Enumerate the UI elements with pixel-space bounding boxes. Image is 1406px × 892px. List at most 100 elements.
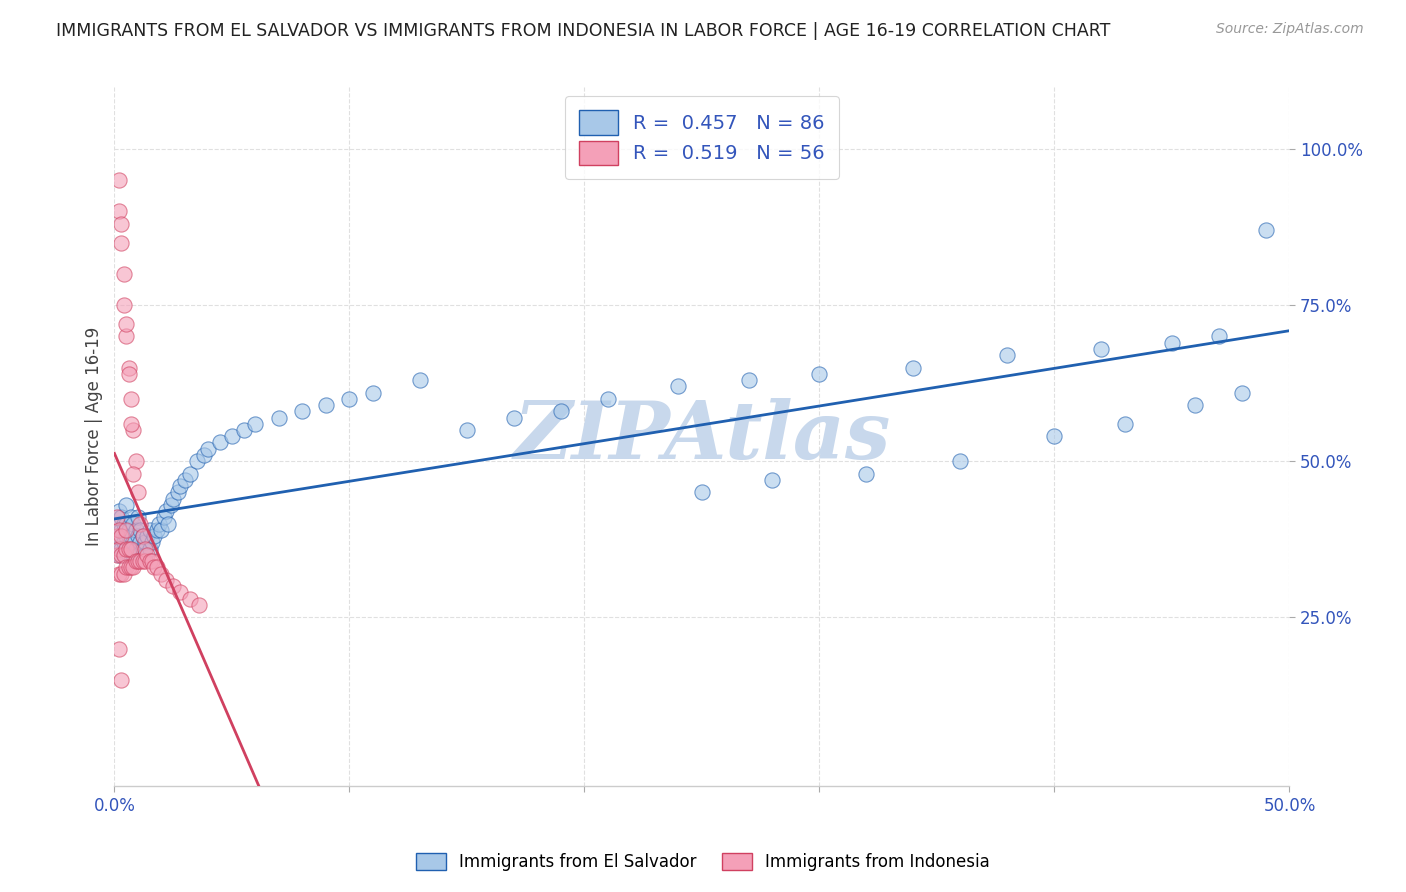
Point — [152, 510, 174, 524]
Point — [110, 548, 132, 562]
Point — [108, 641, 131, 656]
Point — [122, 560, 145, 574]
Point — [108, 504, 131, 518]
Point — [145, 560, 167, 574]
Point — [124, 454, 146, 468]
Point — [115, 317, 138, 331]
Point — [112, 548, 135, 562]
Point — [174, 473, 197, 487]
Point — [117, 523, 139, 537]
Point — [1090, 342, 1112, 356]
Point — [808, 367, 831, 381]
Point — [361, 385, 384, 400]
Point — [120, 541, 142, 556]
Point — [124, 523, 146, 537]
Point — [949, 454, 972, 468]
Point — [105, 529, 128, 543]
Point — [503, 410, 526, 425]
Point — [134, 535, 156, 549]
Point — [127, 485, 149, 500]
Point — [120, 417, 142, 431]
Point — [148, 516, 170, 531]
Point — [315, 398, 337, 412]
Point — [110, 217, 132, 231]
Point — [110, 510, 132, 524]
Point — [129, 523, 152, 537]
Point — [159, 498, 181, 512]
Point — [108, 548, 131, 562]
Point — [127, 554, 149, 568]
Y-axis label: In Labor Force | Age 16-19: In Labor Force | Age 16-19 — [86, 326, 103, 546]
Point — [115, 560, 138, 574]
Point — [596, 392, 619, 406]
Point — [138, 554, 160, 568]
Point — [668, 379, 690, 393]
Point — [339, 392, 361, 406]
Point — [245, 417, 267, 431]
Point — [197, 442, 219, 456]
Point — [131, 529, 153, 543]
Point — [117, 548, 139, 562]
Point — [127, 548, 149, 562]
Point — [188, 598, 211, 612]
Legend: R =  0.457   N = 86, R =  0.519   N = 56: R = 0.457 N = 86, R = 0.519 N = 56 — [565, 96, 838, 179]
Point — [117, 541, 139, 556]
Point — [162, 491, 184, 506]
Point — [138, 523, 160, 537]
Point — [115, 541, 138, 556]
Point — [150, 566, 173, 581]
Point — [115, 516, 138, 531]
Point — [117, 367, 139, 381]
Point — [108, 204, 131, 219]
Point — [409, 373, 432, 387]
Text: ZIPAtlas: ZIPAtlas — [513, 398, 890, 475]
Point — [129, 535, 152, 549]
Point — [108, 523, 131, 537]
Point — [122, 467, 145, 481]
Point — [193, 448, 215, 462]
Point — [167, 485, 190, 500]
Point — [291, 404, 314, 418]
Point — [134, 541, 156, 556]
Point — [120, 529, 142, 543]
Point — [761, 473, 783, 487]
Point — [122, 548, 145, 562]
Point — [221, 429, 243, 443]
Point — [903, 360, 925, 375]
Point — [157, 516, 180, 531]
Point — [108, 529, 131, 543]
Point — [129, 516, 152, 531]
Point — [143, 560, 166, 574]
Point — [690, 485, 713, 500]
Point — [108, 173, 131, 187]
Point — [141, 554, 163, 568]
Point — [115, 529, 138, 543]
Point — [267, 410, 290, 425]
Point — [141, 535, 163, 549]
Point — [120, 510, 142, 524]
Point — [162, 579, 184, 593]
Point — [108, 541, 131, 556]
Point — [110, 541, 132, 556]
Point — [179, 467, 201, 481]
Point — [138, 541, 160, 556]
Point — [131, 554, 153, 568]
Point — [115, 498, 138, 512]
Point — [110, 529, 132, 543]
Point — [997, 348, 1019, 362]
Point — [117, 560, 139, 574]
Point — [120, 392, 142, 406]
Point — [124, 541, 146, 556]
Point — [1184, 398, 1206, 412]
Point — [117, 535, 139, 549]
Point — [169, 479, 191, 493]
Point — [124, 554, 146, 568]
Point — [112, 535, 135, 549]
Point — [155, 504, 177, 518]
Point — [115, 523, 138, 537]
Point — [105, 548, 128, 562]
Point — [115, 541, 138, 556]
Point — [105, 516, 128, 531]
Point — [550, 404, 572, 418]
Point — [1043, 429, 1066, 443]
